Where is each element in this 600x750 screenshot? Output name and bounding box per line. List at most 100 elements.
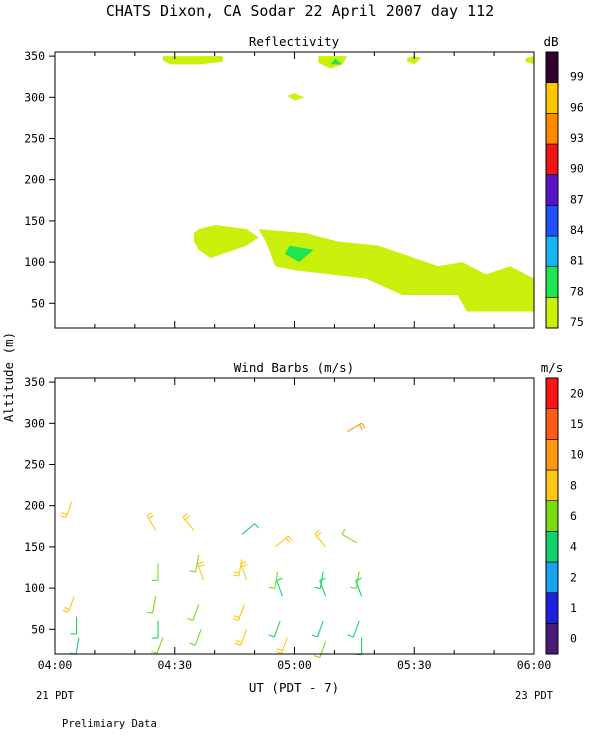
wind-barb [268,620,281,638]
reflectivity-colorbar-level-label: 99 [570,70,584,84]
reflectivity-region [330,58,343,65]
wind-colorbar-level-label: 20 [570,386,584,400]
wind-colorbar-level-label: 8 [570,478,577,492]
wind-colorbar-level-label: 10 [570,448,584,462]
reflectivity-colorbar-swatch [545,297,559,329]
wind-barb [276,577,284,597]
reflectivity-y-tick-label: 250 [24,132,45,146]
wind-colorbar-level-label: 2 [570,570,577,584]
time-tick-label: 05:00 [277,658,312,672]
wind-barb [355,577,363,597]
figure-title: CHATS Dixon, CA Sodar 22 April 2007 day … [106,2,494,20]
reflectivity-colorbar-swatch [545,235,559,267]
wind-barb [187,604,200,622]
wind-colorbar-swatch [545,469,559,501]
wind-y-tick-label: 50 [31,622,45,636]
reflectivity-colorbar-level-label: 75 [570,315,584,329]
wind-barb [274,535,293,548]
altitude-axis-label: Altitude (m) [1,332,16,422]
wind-colorbar-swatch [545,408,559,440]
wind-barb [146,596,157,614]
reflectivity-colorbar-label: dB [543,34,558,49]
wind-barb [241,523,260,535]
wind-barb [62,596,75,613]
reflectivity-region [162,56,223,65]
reflectivity-region [193,225,259,258]
reflectivity-colorbar-swatch [545,82,559,114]
wind-colorbar-level-label: 6 [570,509,577,523]
reflectivity-contours [162,56,534,312]
wind-barbs-title: Wind Barbs (m/s) [234,360,354,375]
reflectivity-colorbar-swatch [545,113,559,145]
wind-barb [152,563,159,581]
wind-y-tick-label: 300 [24,416,45,430]
reflectivity-colorbar-swatch [545,266,559,298]
reflectivity-colorbar-level-label: 87 [570,192,584,206]
reflectivity-colorbar-level-label: 96 [570,100,584,114]
wind-colorbar-swatch [545,500,559,532]
reflectivity-title: Reflectivity [249,34,340,49]
time-tick-label: 04:30 [157,658,192,672]
wind-colorbar-level-label: 15 [570,417,584,431]
wind-colorbar-swatch [545,531,559,563]
wind-barb [69,637,80,655]
reflectivity-colorbar-level-label: 90 [570,162,584,176]
wind-y-tick-label: 100 [24,581,45,595]
wind-barb [182,513,195,531]
wind-y-tick-label: 250 [24,458,45,472]
wind-colorbar-swatch [545,623,559,655]
reflectivity-region [287,93,305,101]
wind-barbs-axes: 50 100 150 200 250 300 350 04:00 04:30 05:00 05:30… [24,375,551,672]
wind-colorbar-swatch [545,439,559,471]
wind-barb [70,616,78,635]
wind-colorbar-level-label: 1 [570,601,577,615]
right-date-label: 23 PDT [515,690,554,702]
wind-barb [341,528,358,544]
wind-colorbar-swatch [545,592,559,624]
wind-barb [152,621,159,639]
reflectivity-colorbar: 75 78 81 84 87 90 93 96 99 [545,51,584,329]
wind-y-tick-label: 200 [24,499,45,513]
wind-barb [151,637,164,655]
wind-colorbar-label: m/s [541,360,564,375]
wind-y-tick-label: 150 [24,540,45,554]
left-date-label: 21 PDT [36,690,75,702]
reflectivity-colorbar-frame [545,51,559,329]
reflectivity-colorbar-level-label: 78 [570,284,584,298]
reflectivity-colorbar-swatch [545,51,559,83]
reflectivity-y-tick-label: 350 [24,49,45,63]
wind-colorbar-frame [545,377,559,655]
wind-barb [197,561,205,581]
wind-barb [268,571,279,589]
wind-barb [60,501,73,519]
reflectivity-axes: 50 100 150 200 250 300 350 [24,49,535,328]
reflectivity-colorbar-swatch [545,174,559,206]
reflectivity-y-tick-label: 300 [24,90,45,104]
wind-barb [314,529,327,548]
wind-colorbar-swatch [545,561,559,593]
reflectivity-region [407,56,422,65]
wind-barb [311,620,324,638]
time-tick-label: 05:30 [397,658,432,672]
wind-barb [346,422,366,433]
reflectivity-colorbar-swatch [545,143,559,175]
reflectivity-region [524,56,534,65]
footer-note: Prelimiary Data [62,718,157,730]
wind-barbs [60,422,366,659]
reflectivity-colorbar-level-label: 84 [570,223,584,237]
reflectivity-y-tick-label: 150 [24,214,45,228]
wind-barb [234,629,248,646]
wind-colorbar-swatch [545,377,559,409]
reflectivity-y-tick-label: 50 [31,296,45,310]
wind-colorbar: 0 1 2 4 6 8 10 15 20 [545,377,584,655]
reflectivity-colorbar-swatch [545,205,559,237]
wind-barb [319,577,327,597]
reflectivity-region [258,229,534,312]
wind-barb [232,604,245,622]
reflectivity-y-tick-label: 200 [24,173,45,187]
wind-barb [240,561,248,581]
wind-colorbar-level-label: 4 [570,540,577,554]
wind-barb [232,559,243,577]
